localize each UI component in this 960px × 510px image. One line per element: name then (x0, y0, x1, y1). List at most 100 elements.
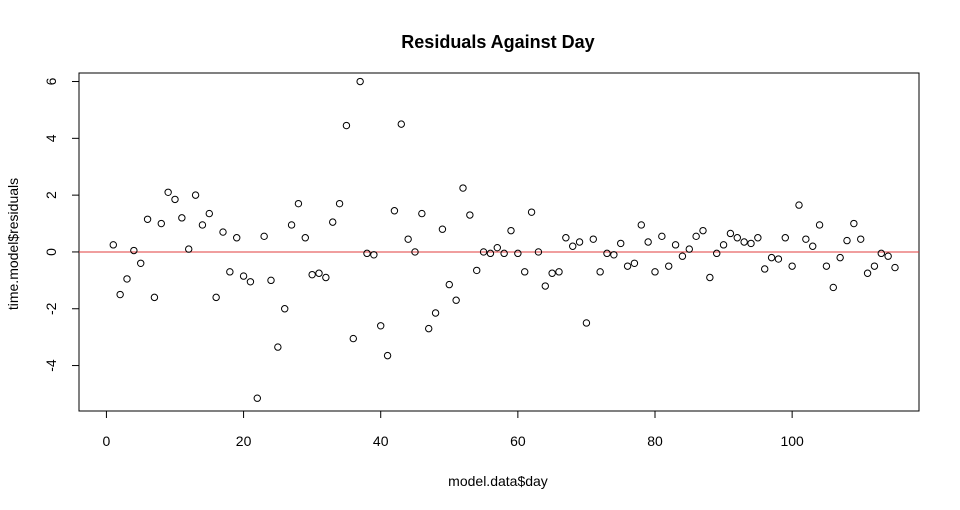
data-point (363, 249, 371, 258)
data-point (294, 199, 303, 208)
data-point (617, 239, 625, 248)
data-point (761, 265, 769, 273)
data-point (315, 269, 323, 277)
data-point (377, 322, 385, 330)
data-point (301, 234, 309, 242)
data-point (815, 221, 824, 229)
data-point (891, 263, 899, 272)
data-point (527, 208, 536, 216)
plot-frame (78, 72, 920, 412)
data-point (418, 209, 426, 218)
data-point (747, 239, 755, 248)
y-tick-label: -4 (43, 359, 59, 372)
data-point (411, 248, 419, 256)
data-point (658, 232, 666, 241)
data-point (123, 275, 131, 283)
y-tick-label: 6 (43, 77, 59, 85)
data-point (521, 268, 529, 276)
data-point (569, 242, 577, 250)
data-point (500, 249, 508, 258)
data-point (548, 269, 556, 277)
data-point (185, 245, 193, 253)
data-point (699, 226, 707, 235)
data-point (260, 232, 268, 241)
data-point (281, 305, 289, 313)
x-tick-label: 100 (780, 433, 804, 449)
data-point (754, 234, 762, 242)
data-point (555, 268, 563, 276)
data-point (733, 234, 741, 242)
data-point (713, 249, 721, 258)
data-point (219, 228, 227, 236)
data-point (692, 232, 700, 241)
data-point (205, 209, 213, 218)
x-tick-label: 80 (647, 433, 663, 449)
data-point (589, 235, 597, 243)
data-point (884, 252, 892, 260)
data-point (109, 241, 117, 249)
data-point (507, 226, 515, 235)
data-point (534, 248, 543, 256)
data-point (637, 221, 645, 229)
y-axis: -4 -2 0 2 4 6 (43, 77, 80, 372)
data-point (795, 201, 803, 209)
x-axis-label: model.data$day (448, 473, 548, 489)
data-point (822, 262, 831, 270)
data-point (370, 251, 378, 259)
data-point (781, 234, 789, 242)
data-point (308, 270, 316, 279)
data-point (809, 242, 817, 250)
data-point (829, 283, 837, 292)
data-point (178, 214, 186, 222)
data-point (137, 259, 145, 268)
data-point (575, 238, 584, 246)
data-point (651, 268, 659, 276)
data-point (445, 280, 453, 289)
data-point (623, 262, 632, 270)
y-axis-label: time.model$residuals (5, 178, 21, 310)
data-point (349, 334, 357, 343)
data-point (356, 77, 364, 86)
data-point (157, 219, 165, 228)
data-point (116, 290, 124, 299)
x-tick-label: 20 (236, 433, 252, 449)
data-point (836, 253, 844, 262)
x-tick-label: 60 (510, 433, 526, 449)
data-point (466, 211, 474, 219)
data-point (644, 238, 652, 246)
data-point (514, 249, 522, 258)
x-axis: 0 20 40 60 80 100 (103, 410, 804, 449)
data-point (171, 195, 179, 204)
data-point (857, 235, 865, 243)
data-point (479, 248, 488, 256)
data-point (164, 188, 172, 196)
data-point (870, 262, 879, 270)
data-point (191, 191, 200, 199)
data-point (253, 394, 261, 402)
data-point (404, 235, 412, 243)
data-point (671, 241, 680, 249)
data-point (719, 241, 728, 249)
data-point (788, 262, 796, 270)
data-point (143, 215, 152, 223)
data-point (130, 246, 138, 255)
data-point (562, 234, 570, 242)
chart-title: Residuals Against Day (401, 32, 594, 52)
data-point (397, 120, 405, 128)
data-point (267, 276, 275, 285)
data-point (877, 249, 885, 258)
y-tick-label: 2 (43, 191, 59, 199)
data-point (198, 221, 207, 229)
data-point (582, 319, 591, 327)
data-point (678, 252, 687, 260)
data-point (740, 238, 748, 246)
data-point (274, 343, 282, 351)
y-tick-label: 4 (43, 134, 59, 142)
data-point (726, 229, 735, 238)
data-point (843, 236, 851, 245)
data-point (493, 243, 501, 252)
data-point (342, 121, 351, 130)
data-point (603, 249, 611, 258)
data-point (431, 309, 440, 317)
